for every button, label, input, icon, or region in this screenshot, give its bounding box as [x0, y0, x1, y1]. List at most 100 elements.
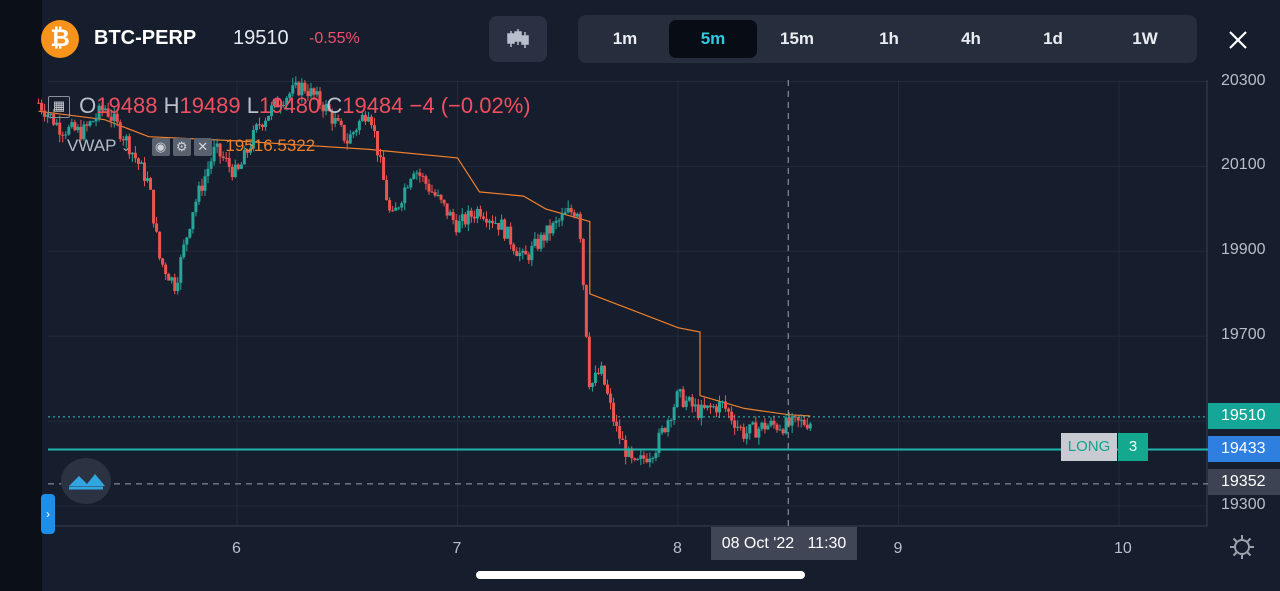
candle-body	[615, 421, 619, 427]
candle-body	[763, 422, 767, 430]
candle-body	[651, 457, 655, 459]
candle-body	[736, 426, 740, 428]
candle-body	[708, 405, 712, 408]
candle-body	[612, 402, 616, 422]
candle-body	[775, 424, 779, 430]
candle-body	[557, 220, 561, 222]
candle-body	[645, 458, 649, 463]
series-settings-icon[interactable]: ▦	[48, 96, 70, 119]
candle-body	[494, 222, 498, 224]
candle-body	[40, 102, 44, 111]
candle-body	[336, 117, 340, 121]
gear-icon[interactable]: ⚙	[172, 137, 191, 156]
timeframe-selector: 1m 5m 15m 1h 4h 1d 1W	[578, 15, 1197, 63]
timeframe-1d[interactable]: 1d	[1043, 29, 1063, 48]
candle-body	[91, 121, 95, 123]
candle-body	[633, 458, 637, 460]
candle-body	[542, 234, 546, 241]
candle-body	[781, 429, 785, 434]
candle-body	[400, 203, 404, 208]
candle-body	[391, 210, 395, 212]
candle-body	[802, 419, 806, 425]
candle-body	[654, 453, 658, 458]
position-side-tag[interactable]: LONG	[1061, 433, 1117, 461]
candle-body	[106, 108, 110, 117]
exchange-logo-button[interactable]	[61, 458, 111, 504]
candle-body	[369, 116, 373, 126]
candle-body	[161, 258, 165, 265]
candle-body	[599, 365, 603, 374]
last-price: 19510	[233, 27, 289, 49]
symbol-name[interactable]: BTC-PERP	[94, 27, 197, 49]
candle-body	[197, 185, 201, 202]
candle-body	[430, 191, 434, 193]
candle-body	[64, 134, 68, 136]
candle-body	[146, 178, 150, 181]
candle-body	[394, 207, 398, 211]
eye-icon[interactable]: ◉	[151, 137, 170, 156]
candle-body	[539, 234, 543, 249]
candle-body	[702, 404, 706, 408]
indicator-name[interactable]: VWAP	[67, 136, 117, 155]
candle-body	[448, 212, 452, 216]
ohlc-change: −4 (−0.02%)	[409, 93, 531, 118]
candle-body	[185, 237, 189, 245]
candle-body	[121, 139, 125, 141]
candle-body	[55, 122, 59, 125]
side-panel-toggle[interactable]: ›	[41, 494, 55, 534]
candle-body	[418, 172, 422, 176]
candle-body	[624, 439, 628, 457]
candle-body	[245, 150, 249, 153]
candle-body	[406, 187, 410, 189]
candle-body	[294, 82, 298, 86]
candle-body	[766, 425, 770, 430]
timeframe-4h[interactable]: 4h	[961, 29, 981, 48]
current-price-label: 19510	[1208, 403, 1280, 429]
timeframe-1h[interactable]: 1h	[879, 29, 899, 48]
candle-body	[481, 216, 485, 219]
candle-body	[412, 173, 416, 179]
vwap-value: 19516.5322	[225, 136, 316, 155]
candle-body	[176, 282, 180, 292]
price-lines	[48, 80, 1280, 526]
candle-body	[487, 220, 491, 223]
candle-body	[218, 143, 222, 157]
ohlc-high: 19489	[179, 93, 241, 118]
candle-body	[727, 408, 731, 412]
candle-body	[363, 114, 367, 122]
timeframe-5m[interactable]: 5m	[669, 20, 757, 58]
candle-body	[754, 422, 758, 438]
home-indicator[interactable]	[476, 571, 805, 579]
timeframe-1m[interactable]: 1m	[612, 29, 638, 48]
candle-body	[257, 124, 261, 126]
close-button[interactable]	[1224, 26, 1252, 54]
candle-body	[397, 207, 401, 209]
vwap-indicator-row[interactable]: VWAP ⌄ ◉ ⚙ ✕ 19516.5322	[67, 136, 315, 156]
candle-body	[466, 210, 470, 225]
candle-body	[739, 426, 743, 428]
position-qty-tag[interactable]: 3	[1118, 433, 1148, 461]
time-tick-label: 7	[452, 540, 462, 557]
candle-body	[445, 203, 449, 216]
candle-body	[409, 178, 413, 188]
candle-body	[303, 82, 307, 92]
candle-body	[587, 336, 591, 388]
chevron-down-icon[interactable]: ⌄	[120, 140, 131, 154]
candle-body	[103, 108, 107, 111]
timeframe-1W[interactable]: 1W	[1132, 29, 1158, 48]
close-icon[interactable]: ✕	[193, 137, 212, 156]
candle-body	[681, 389, 685, 407]
candle-body	[388, 200, 392, 211]
settings-gear-icon[interactable]	[1229, 534, 1255, 560]
candle-body	[339, 120, 343, 126]
candle-body	[460, 214, 464, 222]
chart-type-button[interactable]	[489, 16, 547, 62]
candle-body	[230, 166, 234, 178]
candle-body	[551, 222, 555, 234]
candle-body	[67, 126, 71, 135]
candle-body	[805, 424, 809, 429]
chart-panel[interactable]	[42, 0, 1280, 591]
candle-body	[360, 114, 364, 122]
timeframe-15m[interactable]: 15m	[779, 29, 815, 48]
